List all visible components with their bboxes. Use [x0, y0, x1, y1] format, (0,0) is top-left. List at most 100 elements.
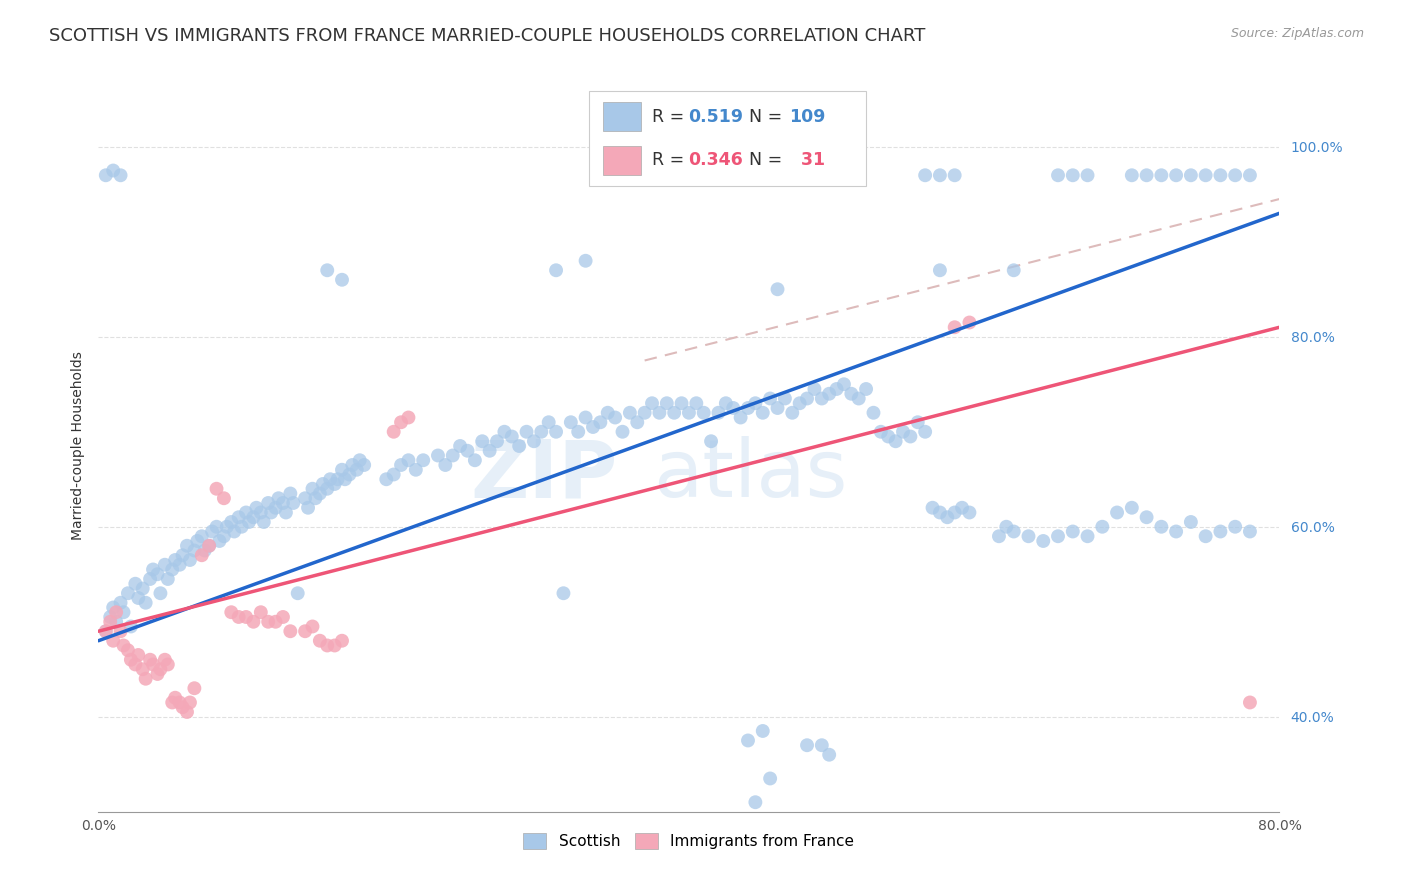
Point — [112, 605, 135, 619]
FancyBboxPatch shape — [603, 102, 641, 131]
Point — [149, 586, 172, 600]
Point — [818, 386, 841, 401]
Point — [267, 491, 290, 506]
Point — [1209, 168, 1232, 182]
Point — [142, 657, 165, 672]
Point — [671, 396, 693, 410]
Point — [191, 548, 214, 562]
Point — [271, 496, 294, 510]
Point — [398, 410, 420, 425]
Point — [120, 653, 142, 667]
Point — [162, 562, 183, 576]
Point — [221, 515, 243, 529]
Point — [294, 624, 316, 639]
Point — [1166, 524, 1188, 539]
Point — [228, 510, 250, 524]
Point — [1046, 168, 1070, 182]
Point — [312, 477, 335, 491]
Point — [412, 453, 434, 467]
Point — [326, 472, 349, 486]
Point — [169, 558, 191, 572]
Point — [537, 415, 560, 429]
Point — [103, 600, 125, 615]
Point — [959, 506, 981, 520]
Point — [264, 615, 287, 629]
Point — [339, 467, 361, 482]
Point — [1239, 696, 1261, 710]
Point — [120, 619, 142, 633]
Point — [1225, 168, 1247, 182]
Point — [191, 529, 214, 543]
Point — [382, 425, 405, 439]
Point — [1166, 168, 1188, 182]
Point — [464, 453, 486, 467]
Point — [139, 572, 162, 586]
Point — [156, 657, 179, 672]
Point — [253, 515, 276, 529]
Point — [1046, 529, 1070, 543]
Point — [264, 500, 287, 515]
Point — [553, 586, 575, 600]
Point — [215, 520, 238, 534]
Point — [582, 420, 605, 434]
Text: 31: 31 — [789, 152, 825, 169]
Point — [179, 553, 201, 567]
Point — [914, 425, 936, 439]
Point — [238, 515, 260, 529]
Point — [796, 392, 818, 406]
Point — [135, 596, 157, 610]
Point — [803, 382, 825, 396]
Point — [319, 472, 342, 486]
Point — [231, 520, 253, 534]
Point — [943, 320, 966, 334]
Point — [988, 529, 1011, 543]
Point — [848, 392, 870, 406]
Point — [139, 653, 162, 667]
Text: atlas: atlas — [654, 436, 848, 515]
Point — [323, 477, 346, 491]
Text: R =: R = — [652, 108, 690, 126]
Point — [165, 690, 187, 705]
Point — [162, 696, 183, 710]
Point — [301, 482, 323, 496]
Text: ZIP: ZIP — [471, 436, 619, 515]
Point — [389, 415, 412, 429]
Point — [914, 168, 936, 182]
Y-axis label: Married-couple Households: Married-couple Households — [70, 351, 84, 541]
Point — [832, 377, 855, 392]
Point — [1121, 500, 1143, 515]
Point — [714, 396, 737, 410]
Point — [648, 406, 671, 420]
Point — [575, 253, 598, 268]
Point — [619, 406, 641, 420]
Point — [546, 263, 568, 277]
Point — [349, 453, 371, 467]
Point — [183, 543, 205, 558]
Point — [825, 382, 848, 396]
Point — [1136, 168, 1159, 182]
Point — [478, 443, 501, 458]
Point — [205, 482, 228, 496]
Point — [441, 449, 464, 463]
Point — [146, 667, 169, 681]
Point — [94, 168, 117, 182]
Point — [855, 382, 877, 396]
Point — [1091, 520, 1114, 534]
Point — [165, 553, 187, 567]
Point — [501, 429, 523, 443]
Point — [153, 558, 176, 572]
Point — [127, 591, 149, 605]
Point — [194, 543, 217, 558]
Point — [634, 406, 657, 420]
Point — [208, 533, 231, 548]
Point — [744, 396, 766, 410]
FancyBboxPatch shape — [589, 91, 866, 186]
Point — [752, 723, 775, 738]
Point — [169, 696, 191, 710]
Point — [664, 406, 686, 420]
Point — [995, 520, 1018, 534]
Point — [103, 163, 125, 178]
Point — [124, 657, 146, 672]
Point — [1239, 524, 1261, 539]
Point — [375, 472, 398, 486]
